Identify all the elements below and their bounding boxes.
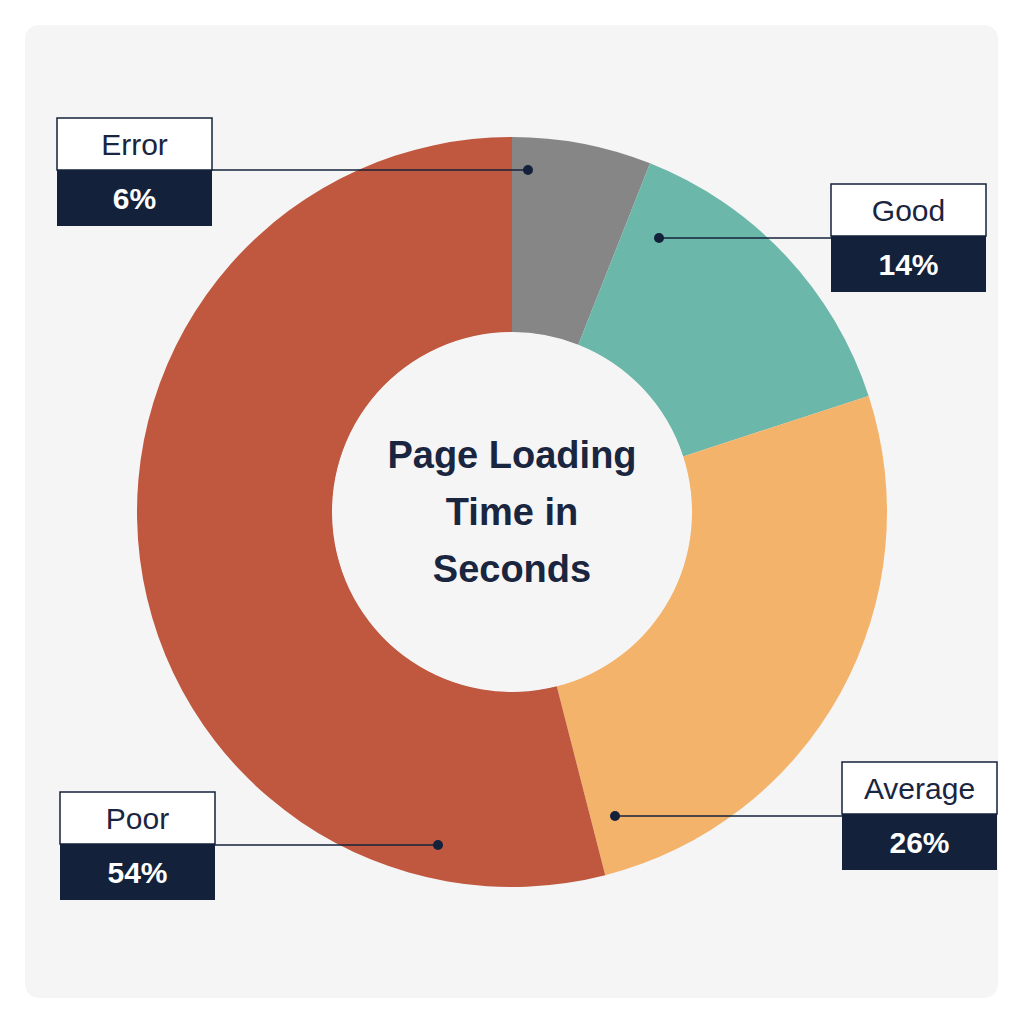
title: Page LoadingTime inSeconds	[387, 434, 636, 590]
donut-hole	[333, 333, 692, 692]
data-label: Error 6%	[57, 118, 533, 226]
label-box	[60, 792, 215, 844]
slices	[137, 137, 887, 887]
label-box	[842, 762, 997, 814]
value-box	[842, 814, 997, 870]
leader-dot	[523, 165, 533, 175]
category-label: Error	[101, 128, 168, 161]
value-box	[831, 236, 986, 292]
label-box	[57, 118, 212, 170]
leader-line	[615, 815, 842, 817]
data-label: Good 14%	[654, 184, 986, 292]
value-label: 54%	[107, 856, 167, 889]
category-label: Good	[872, 194, 945, 227]
chart-root: Page LoadingTime inSeconds Error 6% Good 14%…	[0, 0, 1024, 1024]
category-label: Average	[864, 772, 975, 805]
data-label: Poor 54%	[60, 792, 443, 900]
leader-line	[659, 237, 831, 239]
value-box	[60, 844, 215, 900]
leader-dot	[654, 233, 664, 243]
leader-dot	[610, 811, 620, 821]
card-background	[25, 25, 998, 998]
data-label: Average 26%	[610, 762, 997, 870]
leader-line	[212, 169, 528, 171]
value-label: 6%	[113, 182, 156, 215]
value-label: 26%	[889, 826, 949, 859]
label-box	[831, 184, 986, 236]
leader-line	[215, 844, 438, 846]
value-box	[57, 170, 212, 226]
value-label: 14%	[878, 248, 938, 281]
leader-dot	[433, 840, 443, 850]
category-label: Poor	[106, 802, 169, 835]
